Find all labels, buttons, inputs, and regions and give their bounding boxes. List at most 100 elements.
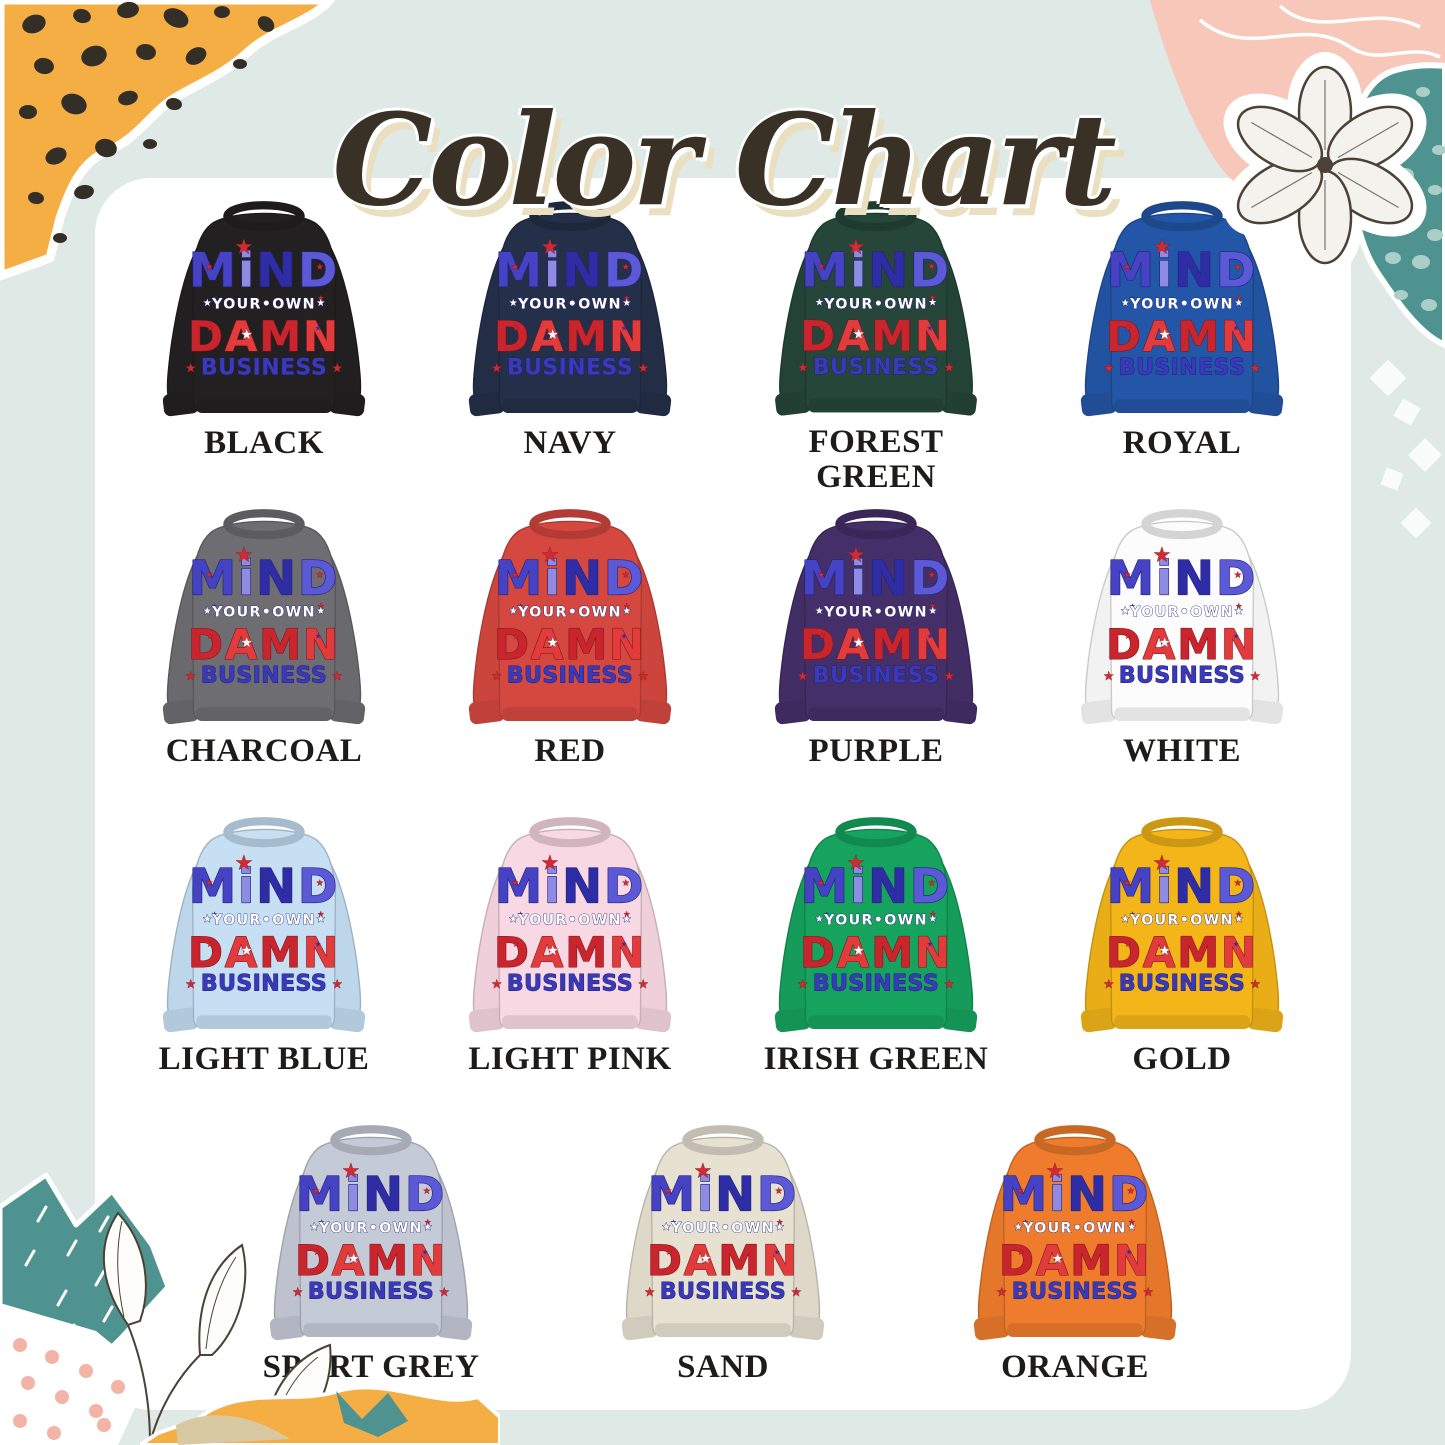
damn-a-star-icon: ★ xyxy=(1158,943,1170,959)
sweatshirt-back-mockup: MiND ★ ★ ★ ★ ★ ★ ★ YOUR•OWN DAMN ★ ★ ★ B… xyxy=(468,509,672,725)
business-star-icon: ★ xyxy=(1250,977,1261,991)
print-word-mind: MiND xyxy=(648,1168,798,1223)
sweatshirt-back-mockup: MiND ★ ★ ★ ★ ★ ★ ★ YOUR•OWN DAMN ★ ★ ★ B… xyxy=(621,1125,825,1341)
print-words-your-own: YOUR•OWN xyxy=(211,913,316,929)
sweatshirt-collar xyxy=(682,1125,764,1156)
colorway-label: CHARCOAL xyxy=(165,733,363,769)
sweatshirt-left-cuff xyxy=(621,1315,658,1341)
print-words-your-own: YOUR•OWN xyxy=(1022,1221,1127,1237)
print-word-mind: MiND xyxy=(189,860,339,915)
sweatshirt-right-cuff xyxy=(329,391,366,417)
sweatshirt-left-cuff xyxy=(162,391,199,417)
flag-star-icon: ★ xyxy=(541,235,559,259)
print-word-business: BUSINESS xyxy=(1012,1280,1138,1305)
side-star-icon: ★ xyxy=(509,606,518,617)
sweatshirt-hem-band xyxy=(655,1323,791,1338)
business-star-icon: ★ xyxy=(185,977,196,991)
sweatshirt-hem-band xyxy=(808,398,944,413)
scatter-star-icon: ★ xyxy=(513,940,520,949)
scatter-star-icon: ★ xyxy=(1233,324,1240,333)
flag-star-icon: ★ xyxy=(1153,851,1171,875)
sweatshirt-left-cuff xyxy=(468,391,505,417)
print-word-damn: DAMN xyxy=(188,312,340,361)
print-word-business: BUSINESS xyxy=(813,664,939,689)
sweatshirt-right-cuff xyxy=(1247,1007,1284,1033)
sweatshirt-right-cuff xyxy=(1140,1315,1177,1341)
sweatshirt-right-cuff xyxy=(1247,699,1284,725)
print-word-damn: DAMN xyxy=(494,312,646,361)
scatter-star-icon: ★ xyxy=(207,632,214,641)
scatter-star-icon: ★ xyxy=(1016,1185,1023,1195)
sweatshirt-collar xyxy=(1034,1125,1116,1156)
scatter-star-icon: ★ xyxy=(927,632,934,641)
sweatshirt-left-cuff xyxy=(1080,699,1117,725)
print-design: MiND ★ ★ ★ ★ ★ ★ ★ YOUR•OWN DAMN ★ ★ ★ B… xyxy=(491,542,649,689)
scatter-star-icon: ★ xyxy=(775,1185,782,1195)
colorway-label: BLACK xyxy=(204,425,324,461)
scatter-star-icon: ★ xyxy=(823,601,830,610)
scatter-star-icon: ★ xyxy=(511,261,518,271)
side-star-icon: ★ xyxy=(203,298,212,309)
sweatshirt-body xyxy=(1109,828,1255,1029)
business-star-icon: ★ xyxy=(791,1285,802,1299)
scatter-star-icon: ★ xyxy=(819,940,826,949)
scatter-star-icon: ★ xyxy=(1123,877,1130,887)
side-star-icon: ★ xyxy=(1014,1222,1023,1233)
sweatshirt-collar xyxy=(835,509,917,540)
colorway-card: MiND ★ ★ ★ ★ ★ ★ ★ YOUR•OWN DAMN ★ ★ ★ B… xyxy=(417,494,723,802)
print-design: MiND ★ ★ ★ ★ ★ ★ ★ YOUR•OWN DAMN ★ ★ ★ B… xyxy=(1103,542,1261,689)
sweatshirt-right-cuff xyxy=(941,699,978,725)
business-star-icon: ★ xyxy=(1103,361,1114,375)
print-words-your-own: YOUR•OWN xyxy=(517,297,622,313)
sweatshirt-hem-band xyxy=(502,399,638,414)
print-word-damn: DAMN xyxy=(1106,928,1258,977)
flag-star-icon: ★ xyxy=(235,851,253,875)
scatter-star-icon: ★ xyxy=(622,877,629,887)
colorway-card: MiND ★ ★ ★ ★ ★ ★ ★ YOUR•OWN DAMN ★ ★ ★ B… xyxy=(547,1110,899,1418)
flag-star-icon: ★ xyxy=(342,1159,360,1183)
scatter-star-icon: ★ xyxy=(314,1248,321,1257)
damn-a-star-icon: ★ xyxy=(546,327,558,343)
scatter-star-icon: ★ xyxy=(1234,569,1241,579)
colorway-card: MiND ★ ★ ★ ★ ★ ★ ★ YOUR•OWN DAMN ★ ★ ★ B… xyxy=(195,1110,547,1418)
scatter-star-icon: ★ xyxy=(621,324,628,333)
scatter-star-icon: ★ xyxy=(928,877,935,887)
business-star-icon: ★ xyxy=(491,977,502,991)
sweatshirt-left-cuff xyxy=(269,1315,306,1341)
sweatshirt-collar xyxy=(835,201,917,232)
print-word-mind: MiND xyxy=(1107,552,1257,607)
scatter-star-icon: ★ xyxy=(315,632,322,641)
colorway-label: ROYAL xyxy=(1122,425,1242,461)
side-star-icon: ★ xyxy=(1121,298,1130,309)
business-star-icon: ★ xyxy=(638,977,649,991)
scatter-star-icon: ★ xyxy=(1234,261,1241,271)
side-star-icon: ★ xyxy=(316,914,325,925)
side-star-icon: ★ xyxy=(662,1222,671,1233)
scatter-star-icon: ★ xyxy=(823,909,830,918)
print-word-mind: MiND xyxy=(801,552,951,607)
sweatshirt-right-cuff xyxy=(788,1315,825,1341)
side-star-icon: ★ xyxy=(1234,606,1243,617)
print-design: MiND ★ ★ ★ ★ ★ ★ ★ YOUR•OWN DAMN ★ ★ ★ B… xyxy=(797,850,955,997)
colorway-card: MiND ★ ★ ★ ★ ★ ★ ★ YOUR•OWN DAMN ★ ★ ★ B… xyxy=(1029,494,1335,802)
scatter-star-icon: ★ xyxy=(205,569,212,579)
print-word-damn: DAMN xyxy=(647,1236,799,1285)
sweatshirt-body xyxy=(497,212,643,413)
sweatshirt-right-cuff xyxy=(635,391,672,417)
colorway-card: MiND ★ ★ ★ ★ ★ ★ ★ YOUR•OWN DAMN ★ ★ ★ B… xyxy=(111,494,417,802)
colorway-label: NAVY xyxy=(523,425,617,461)
print-design: MiND ★ ★ ★ ★ ★ ★ ★ YOUR•OWN DAMN ★ ★ ★ B… xyxy=(185,850,343,997)
business-star-icon: ★ xyxy=(332,361,343,375)
side-star-icon: ★ xyxy=(928,914,937,925)
damn-a-star-icon: ★ xyxy=(852,943,864,959)
print-design: MiND ★ ★ ★ ★ ★ ★ ★ YOUR•OWN DAMN ★ ★ ★ B… xyxy=(797,542,955,689)
colorway-label: LIGHT BLUE xyxy=(158,1041,370,1077)
print-word-business: BUSINESS xyxy=(201,664,327,689)
scatter-star-icon: ★ xyxy=(315,940,322,949)
flag-star-icon: ★ xyxy=(847,851,865,875)
scatter-star-icon: ★ xyxy=(1022,1217,1029,1226)
colorway-card: MiND ★ ★ ★ ★ ★ ★ ★ YOUR•OWN DAMN ★ ★ ★ B… xyxy=(1029,186,1335,494)
damn-a-star-icon: ★ xyxy=(240,327,252,343)
colorway-label: FOREST GREEN xyxy=(808,424,944,495)
scatter-star-icon: ★ xyxy=(317,601,324,610)
